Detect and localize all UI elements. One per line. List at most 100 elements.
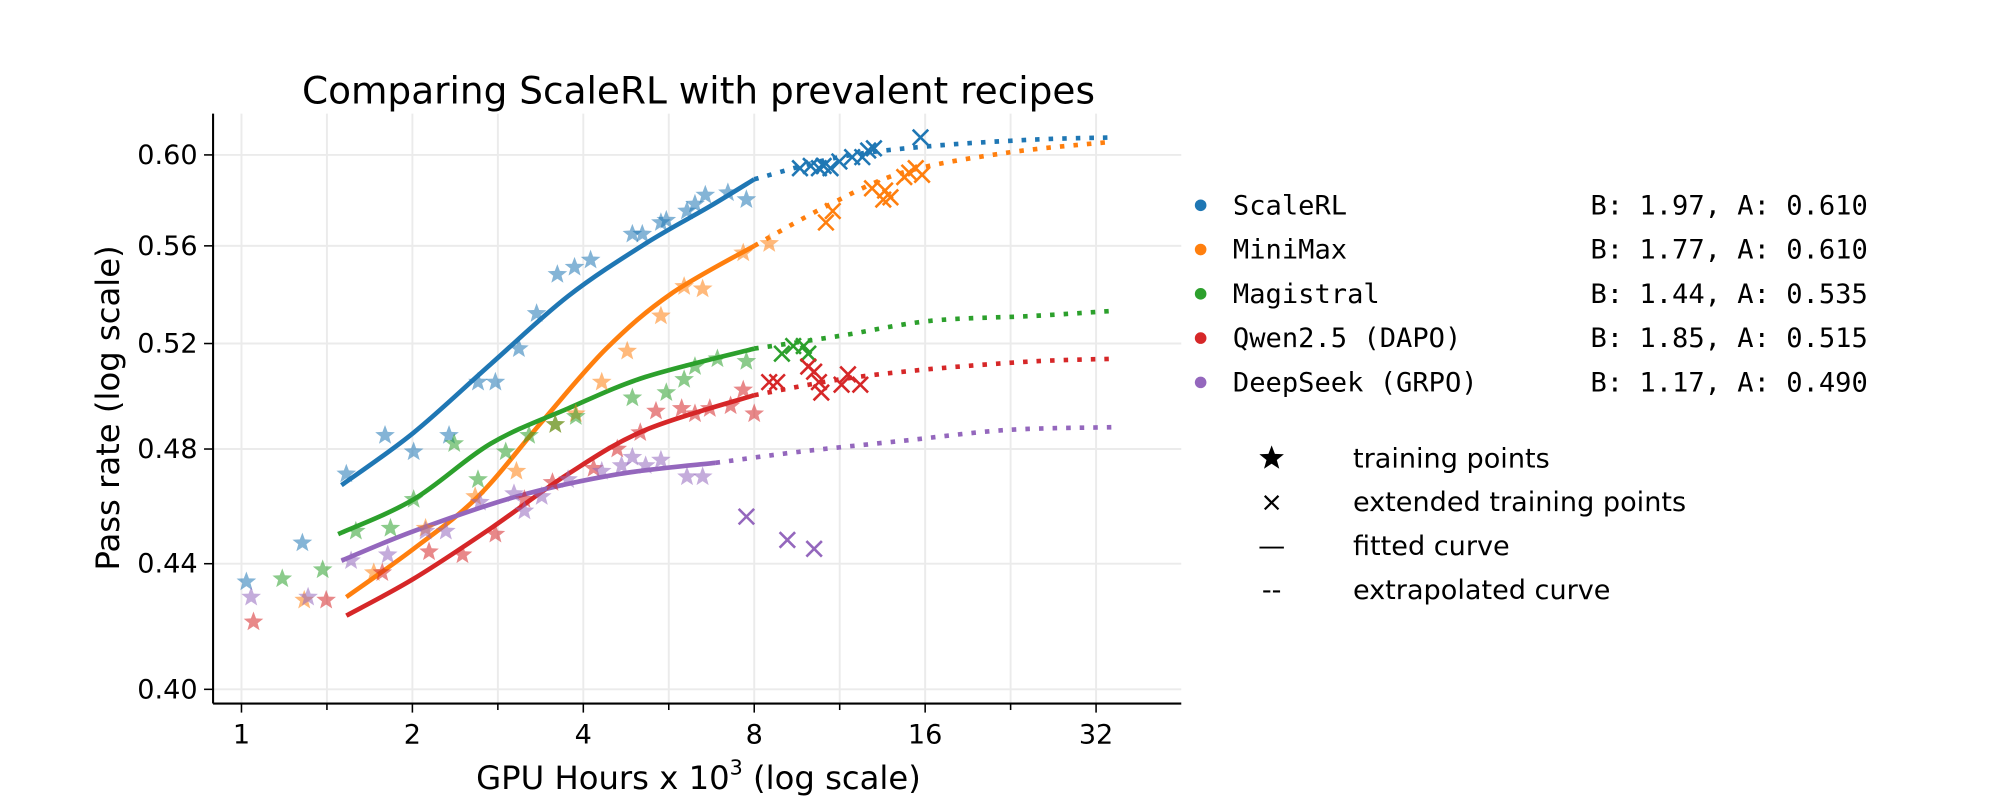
extended-point-x — [859, 141, 877, 160]
training-point-star — [635, 455, 656, 474]
training-point-star — [372, 562, 393, 582]
x-axis-label: GPU Hours x 103 (log scale) — [476, 756, 921, 797]
training-point-star — [695, 184, 716, 204]
training-point-star — [531, 486, 552, 505]
legend-params: B: 1.85, A: 0.515 — [1591, 323, 1868, 354]
training-point-star — [699, 398, 720, 417]
extended-point-x — [760, 373, 778, 391]
extended-point-x — [778, 531, 797, 549]
legend-label: extrapolated curve — [1353, 575, 1611, 606]
extrapolated-curve — [715, 424, 1112, 466]
extrapolated-curve — [753, 139, 1112, 248]
training-point-star — [622, 387, 643, 407]
training-point-star — [674, 369, 694, 388]
training-point-star — [514, 500, 535, 520]
legend-marker — [1194, 199, 1207, 212]
legend-label: training points — [1353, 443, 1550, 474]
x-tick-label: 1 — [233, 720, 250, 751]
extended-point-x — [881, 188, 900, 206]
training-point-star — [241, 586, 261, 606]
legend-params: B: 1.17, A: 0.490 — [1591, 367, 1868, 398]
x-tick-label: 32 — [1079, 720, 1113, 751]
training-point-star — [759, 233, 780, 252]
y-tick-label: 0.52 — [137, 329, 197, 360]
training-point-star — [547, 264, 568, 283]
training-point-star — [403, 489, 424, 508]
training-point-star — [685, 356, 705, 375]
training-point-star — [707, 348, 728, 368]
training-point-star — [403, 441, 424, 461]
legend-symbol: — — [1258, 531, 1285, 562]
training-point-star — [685, 193, 705, 213]
training-point-star — [617, 340, 638, 360]
training-point-star — [439, 424, 459, 444]
y-tick-label: 0.60 — [137, 140, 197, 171]
extended-point-x — [799, 345, 817, 363]
ticks: 0.40 0.44 0.48 0.52 0.56 0.60 1 2 4 8 16 32 — [137, 140, 1113, 751]
extended-point-x — [830, 152, 849, 171]
training-point-star — [506, 460, 527, 480]
training-point-star — [509, 338, 529, 357]
training-point-star — [651, 449, 671, 469]
extended-point-x — [832, 376, 851, 394]
training-point-star — [674, 276, 694, 295]
training-point-star — [495, 441, 516, 461]
training-point-star — [470, 491, 490, 511]
extended-point-x — [851, 376, 869, 394]
training-point-star — [736, 189, 757, 208]
training-point-star — [651, 305, 671, 325]
legend-label: Qwen2.5 (DAPO) — [1233, 323, 1461, 354]
training-point-star — [566, 406, 586, 425]
training-point-star — [685, 403, 705, 423]
x-tick-label: 4 — [575, 720, 592, 751]
training-point-star — [485, 371, 506, 391]
training-point-star — [733, 242, 754, 262]
legend: ScaleRL B: 1.97, A: 0.610 MiniMax B: 1.77, … — [1194, 190, 1868, 398]
training-point-star — [692, 466, 713, 486]
extended-point-x — [821, 159, 840, 177]
training-point-star — [377, 544, 398, 564]
training-point-star — [375, 424, 395, 444]
training-point-star — [542, 472, 563, 491]
training-point-star — [733, 379, 754, 399]
extended-point-x — [911, 128, 930, 147]
legend-marker — [1194, 288, 1207, 300]
extended-point-x — [812, 383, 830, 402]
x-axis-label-suffix: (log scale) — [743, 759, 921, 797]
y-tick-label: 0.48 — [137, 434, 197, 465]
training-point-star — [236, 571, 257, 591]
legend-symbol: × — [1260, 487, 1283, 518]
fitted-curves — [337, 135, 1112, 618]
training-point-star — [651, 212, 671, 231]
extended-point-x — [865, 139, 883, 157]
grid — [213, 113, 1182, 704]
training-point-star — [436, 520, 456, 540]
legend-params: B: 1.97, A: 0.610 — [1591, 190, 1868, 221]
y-tick-label: 0.56 — [137, 231, 197, 262]
x-axis-label-exponent: 3 — [730, 756, 743, 780]
data-points — [236, 128, 931, 631]
axes — [212, 113, 1182, 705]
extended-point-x — [895, 168, 913, 186]
y-tick-label: 0.44 — [137, 549, 197, 580]
legend-label: DeepSeek (GRPO) — [1233, 367, 1478, 398]
training-point-star — [692, 278, 713, 298]
training-point-star — [312, 559, 333, 579]
training-point-star — [611, 455, 632, 474]
extended-point-x — [839, 365, 857, 383]
training-point-star — [744, 403, 765, 423]
extended-point-x — [824, 202, 842, 220]
legend-label: Magistral — [1233, 279, 1380, 310]
training-point-star — [272, 568, 293, 588]
training-point-star — [720, 395, 741, 415]
training-point-star — [630, 422, 651, 441]
legend-marker — [1194, 243, 1207, 256]
training-point-star — [292, 532, 313, 552]
star-icon — [1259, 445, 1284, 469]
training-point-star — [545, 414, 566, 433]
marker-legend: training points × extended training points… — [1258, 443, 1686, 606]
training-point-star — [316, 589, 336, 609]
training-point-star — [736, 351, 757, 370]
training-point-star — [583, 458, 604, 477]
training-point-star — [363, 562, 384, 582]
